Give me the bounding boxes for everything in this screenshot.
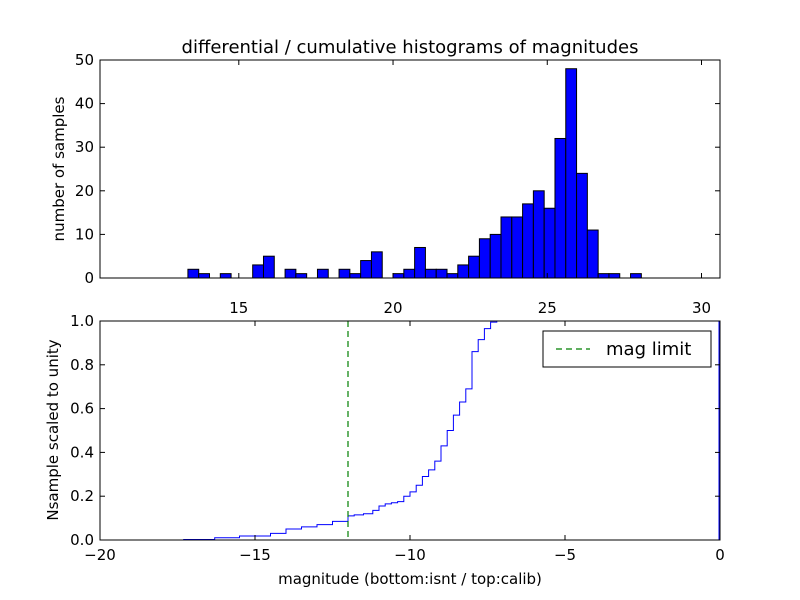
top-axis-ticks: 15 20 25 30 0 10 20 30 40 50: [75, 51, 720, 317]
top-y-tick-label: 10: [75, 225, 94, 243]
histogram-bar: [543, 207, 556, 279]
bottom-y-tick-label: 0.6: [70, 400, 94, 418]
bottom-y-tick-label: 0.8: [70, 356, 94, 374]
histogram-bar: [219, 273, 232, 279]
histogram-bar: [435, 268, 448, 279]
histogram-bar: [608, 273, 621, 279]
histogram-bar: [532, 190, 545, 279]
top-y-tick-label: 30: [75, 138, 94, 156]
bottom-x-tick-label: −20: [84, 546, 116, 564]
histogram-bar: [284, 268, 297, 279]
top-histogram-panel: differential / cumulative histograms of …: [50, 37, 721, 317]
histogram-bar: [597, 273, 610, 279]
bottom-x-tick-label: −15: [239, 546, 271, 564]
chart-title: differential / cumulative histograms of …: [182, 37, 639, 58]
legend: mag limit: [542, 330, 712, 368]
histogram-bar: [295, 273, 308, 279]
histogram-bar: [565, 68, 578, 279]
bottom-axes-frame: [99, 320, 721, 541]
histogram-bar: [576, 172, 588, 279]
histogram-bar: [630, 273, 642, 279]
histogram-bar: [360, 260, 372, 279]
top-y-axis-label: number of samples: [50, 96, 68, 241]
histogram-bar: [349, 273, 362, 279]
histogram-bar: [262, 255, 275, 279]
histogram-bar: [414, 246, 426, 279]
top-y-tick-label: 50: [75, 51, 94, 69]
bottom-y-tick-label: 0.2: [70, 487, 94, 505]
histogram-bar: [522, 203, 534, 279]
top-x-tick-label: 30: [692, 299, 711, 317]
top-y-tick-label: 0: [84, 269, 94, 287]
histogram-bar: [392, 273, 405, 279]
bottom-y-tick-label: 1.0: [70, 312, 94, 330]
top-y-tick-label: 20: [75, 182, 94, 200]
histogram-bar: [478, 238, 491, 279]
histogram-bar: [187, 268, 200, 279]
histogram-bar: [252, 264, 264, 279]
top-y-tick-label: 40: [75, 95, 94, 113]
bottom-x-tick-label: −10: [394, 546, 426, 564]
histogram-bar: [370, 251, 383, 279]
top-x-tick-label: 20: [383, 299, 402, 317]
histogram-bar: [500, 216, 513, 279]
top-axes-frame: [99, 59, 721, 279]
bottom-x-tick-label: 0: [715, 546, 725, 564]
histogram-bar: [424, 268, 437, 279]
histogram-bar: [554, 137, 567, 279]
bottom-y-tick-label: 0.0: [70, 531, 94, 549]
legend-label-mag-limit: mag limit: [606, 339, 691, 360]
histogram-bar: [511, 216, 524, 279]
histogram-bar: [489, 233, 502, 279]
bottom-cumulative-panel: −20 −15 −10 −5 0 0.0 0.2 0.4 0.6 0.8 1.0 magnitude…: [44, 312, 725, 588]
bottom-y-tick-label: 0.4: [70, 443, 94, 461]
histogram-bar: [586, 229, 599, 279]
histogram-bar: [316, 268, 329, 279]
histogram-bar: [468, 255, 480, 279]
bottom-y-axis-label: Nsample scaled to unity: [44, 339, 62, 520]
histogram-bar: [403, 268, 416, 279]
histogram-bar: [457, 264, 470, 279]
histogram-bar: [446, 273, 459, 279]
cumulative-step-line: [100, 320, 720, 541]
top-x-tick-label: 15: [229, 299, 248, 317]
histogram-bar: [338, 268, 351, 279]
bottom-x-tick-label: −5: [554, 546, 576, 564]
histogram-bar: [198, 273, 211, 279]
top-x-tick-label: 25: [538, 299, 557, 317]
bottom-x-axis-label: magnitude (bottom:isnt / top:calib): [278, 570, 542, 588]
